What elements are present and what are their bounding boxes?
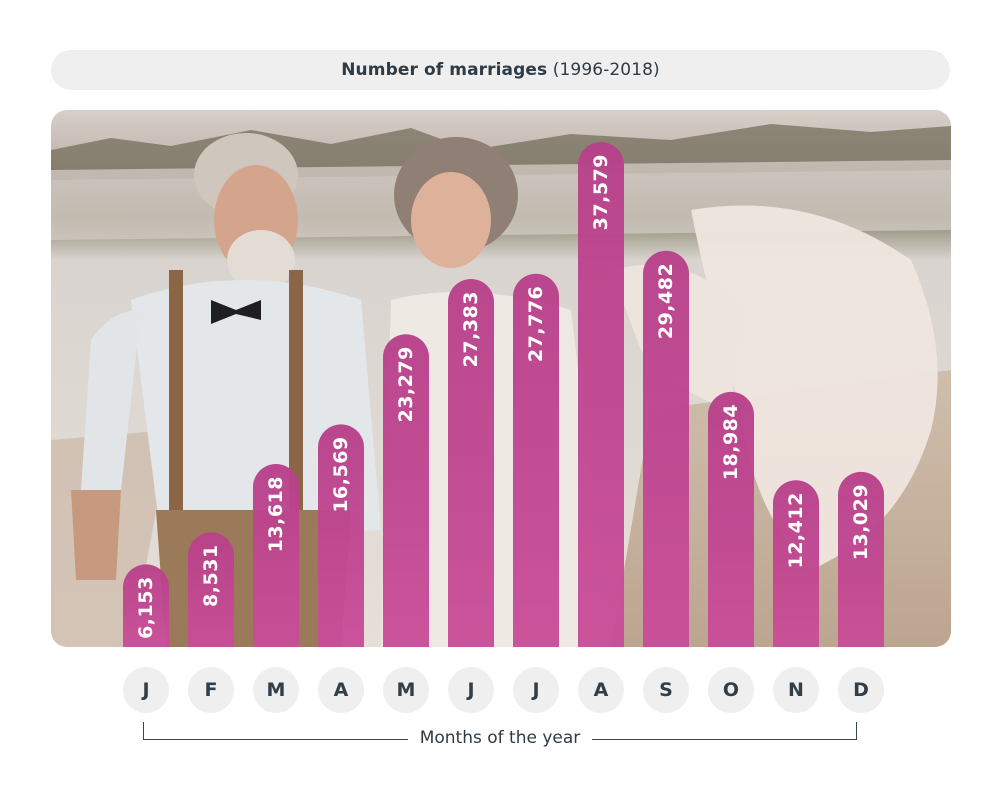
chart-title-range: (1996-2018) xyxy=(552,60,660,80)
bar-value-label-2: 13,618 xyxy=(265,476,287,552)
bar-value-label-3: 16,569 xyxy=(330,436,352,512)
month-chip-4: M xyxy=(383,667,429,713)
bar-value-label-4: 23,279 xyxy=(395,346,417,422)
month-chip-10: N xyxy=(773,667,819,713)
month-chip-0: J xyxy=(123,667,169,713)
month-chip-9: O xyxy=(708,667,754,713)
background-photo: 6,153 8,531 13,618 16,569 23,279 27,383 27,776… xyxy=(51,110,951,647)
bar-value-label-11: 13,029 xyxy=(850,484,872,560)
bar-2 xyxy=(253,463,299,647)
bar-value-label-8: 29,482 xyxy=(655,263,677,339)
bar-9 xyxy=(708,391,754,647)
x-axis-label: Months of the year xyxy=(407,728,593,748)
bar-5 xyxy=(448,279,494,647)
month-chip-2: M xyxy=(253,667,299,713)
bar-6 xyxy=(513,273,559,647)
bar-value-label-9: 18,984 xyxy=(720,404,742,480)
bar-7 xyxy=(578,142,624,647)
chart-title-main: Number of marriages xyxy=(341,60,548,80)
bar-value-label-7: 37,579 xyxy=(590,154,612,230)
bar-3 xyxy=(318,424,364,647)
x-axis-label-wrap: Months of the year xyxy=(0,728,1000,748)
bar-8 xyxy=(643,250,689,647)
bar-value-label-0: 6,153 xyxy=(135,576,157,639)
bar-1 xyxy=(188,532,234,647)
month-chip-6: J xyxy=(513,667,559,713)
bar-4 xyxy=(383,334,429,647)
bar-10 xyxy=(773,480,819,647)
chart-title: Number of marriages (1996-2018) xyxy=(51,50,950,90)
bar-value-label-1: 8,531 xyxy=(200,544,222,607)
bar-value-label-5: 27,383 xyxy=(460,291,482,367)
month-chip-8: S xyxy=(643,667,689,713)
bar-value-label-10: 12,412 xyxy=(785,492,807,568)
month-chip-5: J xyxy=(448,667,494,713)
month-chip-1: F xyxy=(188,667,234,713)
month-chip-11: D xyxy=(838,667,884,713)
bars-layer: 6,153 8,531 13,618 16,569 23,279 27,383 27,776… xyxy=(123,142,884,647)
month-chip-7: A xyxy=(578,667,624,713)
bar-0 xyxy=(123,564,169,647)
bar-value-label-6: 27,776 xyxy=(525,286,547,362)
month-chip-3: A xyxy=(318,667,364,713)
bar-11 xyxy=(838,471,884,647)
